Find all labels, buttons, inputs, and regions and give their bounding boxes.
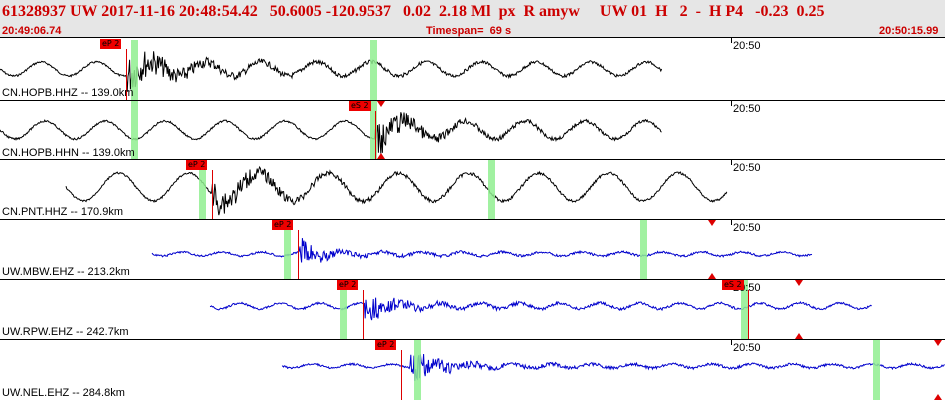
trace-label: CN.HOPB.HHN -- 139.0km <box>2 147 135 159</box>
pick-window <box>131 101 138 159</box>
pick-line <box>126 49 127 100</box>
trace-panel-hopb-hhz[interactable]: 20:50 eP 2 CN.HOPB.HHZ -- 139.0km <box>0 38 945 101</box>
event-title: 61328937 UW 2017-11-16 20:48:54.42 50.60… <box>2 3 825 20</box>
time-label: 20:50 <box>733 40 761 52</box>
start-time: 20:49:06.74 <box>2 25 62 37</box>
waveform-svg <box>281 353 945 381</box>
trace-label: CN.PNT.HHZ -- 170.9km <box>2 206 124 218</box>
waveform-svg <box>151 238 813 263</box>
marker-down-icon <box>934 340 942 346</box>
time-tick <box>731 101 732 106</box>
trace-panel-rpw-ehz[interactable]: 20:50 eP 2 eS 2 UW.RPW.EHZ -- 242.7km <box>0 280 945 340</box>
pick-window <box>284 220 291 279</box>
waveform-trace <box>209 297 872 321</box>
pick-line <box>363 290 364 339</box>
pick-line <box>401 350 402 400</box>
waveform-svg <box>0 51 663 93</box>
trace-panel-pnt-hhz[interactable]: 20:50 eP 2 CN.PNT.HHZ -- 170.9km <box>0 160 945 220</box>
pick-flag[interactable]: eP 2 <box>337 280 359 290</box>
time-tick <box>731 220 732 225</box>
header-bar: 61328937 UW 2017-11-16 20:48:54.42 50.60… <box>0 0 945 38</box>
waveform-trace <box>151 238 813 263</box>
pick-flag[interactable]: eP 2 <box>186 160 208 170</box>
time-label: 20:50 <box>733 162 761 174</box>
pick-flag[interactable]: eS 2 <box>349 101 371 111</box>
marker-up-icon <box>377 153 385 159</box>
timespan: Timespan= 69 s <box>426 25 512 37</box>
time-label: 20:50 <box>733 222 761 234</box>
pick-window <box>370 40 377 100</box>
pick-flag-s[interactable]: eS 2 <box>722 280 744 290</box>
pick-window <box>873 340 880 400</box>
pick-window <box>131 40 138 100</box>
pick-window <box>414 340 421 400</box>
marker-up-icon <box>795 333 803 339</box>
trace-label: UW.RPW.EHZ -- 242.7km <box>2 326 129 338</box>
waveform-trace <box>65 165 728 216</box>
time-tick <box>731 160 732 165</box>
trace-panel-mbw-ehz[interactable]: 20:50 eP 2 UW.MBW.EHZ -- 213.2km <box>0 220 945 280</box>
pick-window <box>741 280 748 339</box>
pick-line <box>298 230 299 279</box>
waveform-svg <box>65 165 728 216</box>
waveform-svg <box>209 297 872 321</box>
trace-panel-nel-ehz[interactable]: 20:50 eP 2 UW.NEL.EHZ -- 284.8km <box>0 340 945 400</box>
marker-down-icon <box>377 101 385 107</box>
time-label: 20:50 <box>733 342 761 354</box>
waveform-svg <box>0 112 662 154</box>
pick-window <box>370 101 377 159</box>
pick-line <box>375 111 376 159</box>
marker-up-icon <box>934 394 942 400</box>
pick-flag[interactable]: eP 2 <box>272 220 294 230</box>
time-tick <box>731 340 732 345</box>
pick-flag[interactable]: eP 2 <box>375 340 397 350</box>
end-time: 20:50:15.99 <box>879 25 939 37</box>
time-tick <box>731 38 732 43</box>
marker-up-icon <box>708 273 716 279</box>
pick-line-s <box>748 290 749 339</box>
time-label: 20:50 <box>733 103 761 115</box>
pick-window <box>199 160 206 219</box>
waveform-trace <box>0 112 662 154</box>
pick-window <box>340 280 347 339</box>
trace-label: UW.MBW.EHZ -- 213.2km <box>2 266 130 278</box>
waveform-trace <box>281 353 945 381</box>
trace-label: CN.HOPB.HHZ -- 139.0km <box>2 87 134 99</box>
marker-down-icon <box>795 280 803 286</box>
trace-panel-hopb-hhn[interactable]: 20:50 eS 2 CN.HOPB.HHN -- 139.0km <box>0 101 945 160</box>
pick-line <box>212 170 213 219</box>
pick-window <box>488 160 495 219</box>
pick-flag[interactable]: eP 2 <box>100 39 122 49</box>
trace-label: UW.NEL.EHZ -- 284.8km <box>2 387 125 399</box>
pick-window <box>640 220 647 279</box>
waveform-trace <box>0 51 663 93</box>
marker-down-icon <box>708 220 716 226</box>
